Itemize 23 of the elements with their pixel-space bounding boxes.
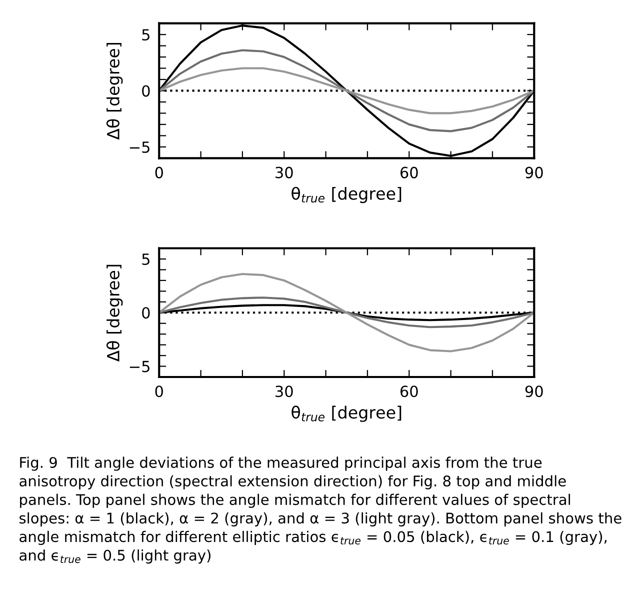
x-axis-title: θ$_{true}$ [degree] bbox=[292, 406, 402, 422]
x-tick-label: 0 bbox=[155, 166, 163, 178]
x-tick-label: 60 bbox=[400, 166, 418, 178]
y-axis-title: Δθ [degree] bbox=[106, 264, 123, 362]
line-series bbox=[159, 272, 534, 352]
line-series bbox=[159, 296, 534, 328]
y-tick-label: 0 bbox=[142, 85, 150, 97]
y-tick-label: 5 bbox=[142, 29, 150, 41]
line-series bbox=[159, 49, 534, 132]
x-tick-label: 0 bbox=[155, 386, 163, 398]
x-tick-label: 30 bbox=[276, 386, 293, 398]
x-axis-title: θ$_{true}$ [degree] bbox=[292, 186, 402, 204]
line-series bbox=[159, 67, 534, 114]
x-tick-label: 30 bbox=[276, 166, 293, 178]
y-tick-label: 5 bbox=[142, 254, 150, 266]
y-tick-label: −5 bbox=[130, 142, 150, 153]
x-tick-label: 60 bbox=[400, 386, 418, 398]
x-tick-label: 90 bbox=[525, 166, 543, 178]
y-axis-title: Δθ [degree] bbox=[106, 43, 123, 140]
x-tick-label: 90 bbox=[525, 386, 543, 398]
text: Fig. 9 Tilt angle deviations of the measured principal axis from the true anisotropy direction (spectral extension direction) for Fig. 8 top and middle panels. Top panel shows the angle mismatch for different values of spectral slopes: α = 1 (black), α = 2 (gray), and α = 3 (light gray). Bottom panel shows the angle mismatch for different elliptic ratios ϵ$_{true}$ = 0.05 (black), ϵ$_{true}$ = 0.1 (gray), and ϵ$_{true}$ = 0.5 (light gray) bbox=[20, 456, 622, 564]
y-tick-label: −5 bbox=[130, 360, 150, 372]
y-tick-label: 0 bbox=[142, 307, 150, 319]
